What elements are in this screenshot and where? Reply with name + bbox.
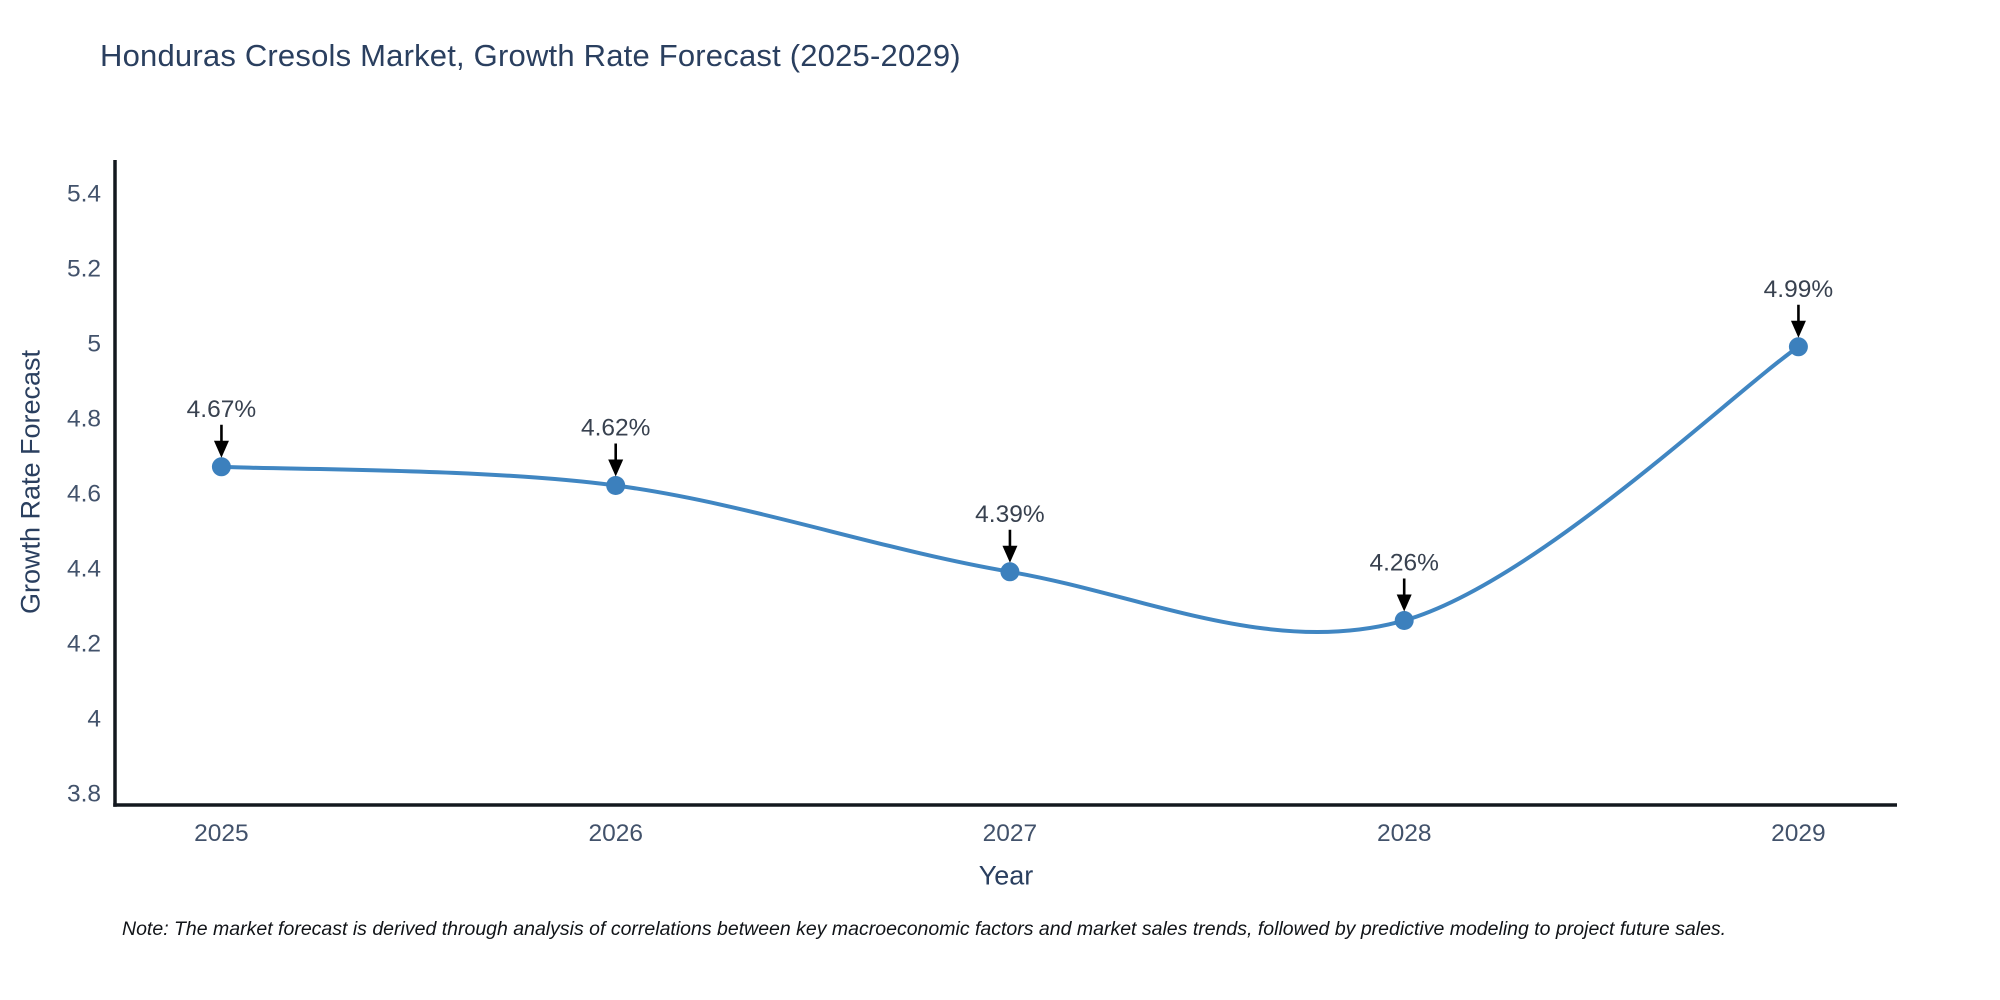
y-tick-label-4.8: 4.8	[67, 406, 101, 433]
y-axis-title: Growth Rate Forecast	[15, 349, 46, 615]
point-value-label-2029: 4.99%	[1764, 276, 1833, 303]
annotation-arrowhead-2025	[213, 440, 229, 458]
annotation-arrowhead-2028	[1396, 594, 1412, 612]
x-tick-label-2028: 2028	[1377, 820, 1432, 847]
x-axis-title: Year	[978, 860, 1034, 891]
y-tick-label-4.4: 4.4	[67, 556, 101, 583]
data-point-marker-2028	[1394, 611, 1414, 630]
y-tick-label-4.2: 4.2	[67, 631, 101, 658]
x-tick-label-2027: 2027	[983, 820, 1038, 847]
point-value-label-2027: 4.39%	[975, 501, 1044, 528]
data-point-marker-2029	[1788, 337, 1808, 357]
x-tick-label-2025: 2025	[194, 820, 249, 847]
y-tick-label-3.8: 3.8	[67, 781, 101, 808]
data-point-marker-2025	[211, 457, 231, 477]
forecast-line	[219, 344, 1801, 634]
data-point-marker-2026	[606, 476, 626, 495]
annotation-arrowhead-2027	[1002, 545, 1018, 563]
point-value-label-2025: 4.67%	[187, 396, 256, 423]
y-tick-label-4: 4	[87, 706, 101, 733]
chart-title: Honduras Cresols Market, Growth Rate For…	[100, 38, 961, 73]
y-tick-label-5.2: 5.2	[67, 256, 101, 283]
footnote: Note: The market forecast is derived thr…	[122, 918, 1727, 940]
y-tick-label-4.6: 4.6	[67, 481, 101, 508]
annotation-arrowhead-2026	[608, 459, 624, 477]
point-value-label-2026: 4.62%	[581, 415, 650, 442]
x-tick-label-2026: 2026	[588, 820, 643, 847]
point-value-label-2028: 4.26%	[1369, 550, 1438, 577]
y-tick-label-5: 5	[87, 331, 101, 358]
x-tick-label-2029: 2029	[1771, 820, 1826, 847]
y-tick-label-5.4: 5.4	[67, 181, 101, 208]
annotation-arrowhead-2029	[1790, 320, 1806, 338]
data-point-marker-2027	[1000, 562, 1020, 582]
